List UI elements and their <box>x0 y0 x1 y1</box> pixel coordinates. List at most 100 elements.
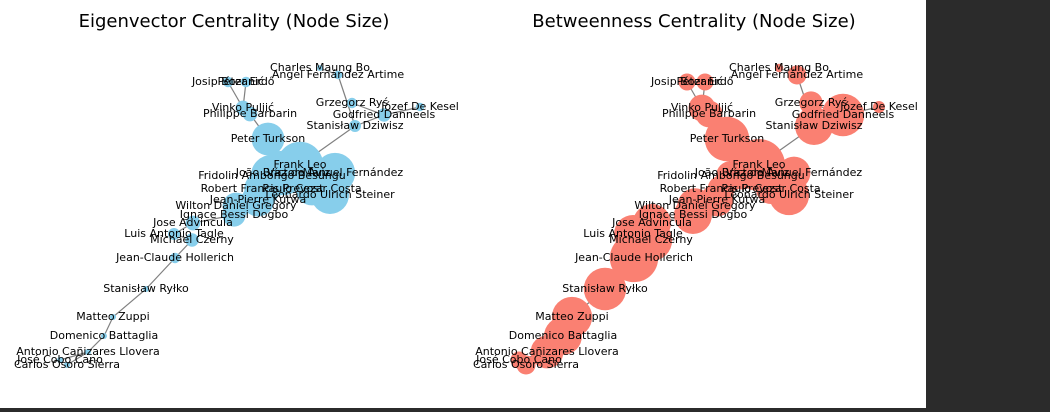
node-label: Antonio Cañizares Llovera <box>475 345 619 358</box>
node-label: Charles Maung Bo <box>270 61 370 74</box>
node-label: Antonio Cañizares Llovera <box>16 345 160 358</box>
node <box>774 63 784 73</box>
node <box>795 107 833 145</box>
node-label: Peter Turkson <box>231 132 305 145</box>
node-label: Jean-Claude Hollerich <box>115 251 234 264</box>
node <box>768 174 810 216</box>
node <box>530 335 564 369</box>
node-label: Vinko Puljić <box>212 101 274 114</box>
node-label: Frank Leo <box>273 158 326 171</box>
node-label: Jose Advincula <box>152 216 233 229</box>
node-label: Józef De Kesel <box>839 100 918 113</box>
node <box>674 196 712 234</box>
edge <box>337 74 356 127</box>
node-label: Josip Bozanić <box>191 75 264 88</box>
node <box>57 357 63 363</box>
node-label: Luis Antonio Tagle <box>124 227 224 240</box>
node-label: Ignace Bessi Dogbo <box>639 208 748 221</box>
node <box>222 203 246 227</box>
node-label: Godfried Danneels <box>792 108 895 121</box>
node <box>143 286 149 292</box>
node-label: Michael Czerny <box>150 233 234 246</box>
node-label: Jean-Pierre Kutwa <box>209 193 306 206</box>
node-label: Matteo Zuppi <box>76 310 149 323</box>
node-label: Wilton Daniel Gregory <box>175 199 297 212</box>
node <box>873 101 885 113</box>
node-label: Grzegorz Ryś <box>316 96 389 109</box>
edge <box>145 257 176 290</box>
node-label: Paulo Cezar Costa <box>721 182 820 195</box>
node <box>222 76 234 88</box>
node <box>241 183 275 217</box>
node <box>240 76 252 88</box>
node-label: Philippe Barbarin <box>662 107 756 120</box>
node-label: Luis Antonio Tagle <box>583 227 683 240</box>
node-label: João Braz de Aviz <box>694 166 790 179</box>
node <box>415 102 425 112</box>
node <box>787 65 807 85</box>
node-label: Víctor Manuel Fernández <box>267 166 403 179</box>
node <box>169 252 181 264</box>
node-label: Jean-Claude Hollerich <box>574 251 693 264</box>
node <box>696 73 714 91</box>
node <box>311 176 349 214</box>
edge <box>59 351 89 361</box>
node-label: Domenico Battaglia <box>509 329 617 342</box>
node-label: Domenico Battaglia <box>50 329 158 342</box>
node-label: João Braz de Aviz <box>235 166 331 179</box>
node-label: Stanisław Dziwisz <box>765 119 862 132</box>
node-label: Godfried Danneels <box>333 108 436 121</box>
node-label: Stanisław Ryłko <box>103 282 189 295</box>
node-label: Jose Advincula <box>611 216 692 229</box>
node-label: José Cobo Cano <box>475 353 562 366</box>
node-label: Stanisław Dziwisz <box>306 119 403 132</box>
node <box>64 362 70 368</box>
node-label: Matteo Zuppi <box>535 310 608 323</box>
node-label: Angel Fernández Artime <box>272 68 404 81</box>
node-label: Carlos Osoro Sierra <box>14 358 120 371</box>
node <box>251 122 285 156</box>
node-label: Angel Fernández Artime <box>731 68 863 81</box>
node-label: Fridolin Ambongo Besungu <box>198 169 345 182</box>
node <box>678 73 696 91</box>
node-label: Robert Francis Prevost <box>660 182 784 195</box>
node-label: Leonardo Ulrich Steiner <box>724 188 854 201</box>
node-label: Grzegorz Ryś <box>775 96 848 109</box>
node <box>242 106 258 122</box>
node <box>85 349 91 355</box>
node-label: Carlos Osoro Sierra <box>473 358 579 371</box>
node-label: Frank Leo <box>732 158 785 171</box>
node <box>333 70 343 80</box>
edge <box>103 316 114 337</box>
panel-title: Betweenness Centrality (Node Size) <box>532 11 855 32</box>
node-label: Jean-Pierre Kutwa <box>668 193 765 206</box>
node <box>317 65 323 71</box>
node-label: Robert Francis Prevost <box>201 182 325 195</box>
node-label: Péter Erdő <box>676 75 733 88</box>
node-label: Philippe Barbarin <box>203 107 297 120</box>
node-label: Charles Maung Bo <box>729 61 829 74</box>
node <box>346 97 358 109</box>
node <box>110 314 116 320</box>
node-label: Peter Turkson <box>690 132 764 145</box>
node <box>185 233 199 247</box>
node-label: Leonardo Ulrich Steiner <box>265 188 395 201</box>
node <box>516 355 536 375</box>
node <box>185 215 201 231</box>
panel-eigenvector: Eigenvector Centrality (Node Size) Charle… <box>14 11 459 371</box>
panel-title: Eigenvector Centrality (Node Size) <box>79 11 390 32</box>
node-label: Paulo Cezar Costa <box>262 182 361 195</box>
node-label: Víctor Manuel Fernández <box>726 166 862 179</box>
node <box>349 120 361 132</box>
node-label: Michael Czerny <box>609 233 693 246</box>
node <box>609 233 659 283</box>
node <box>377 108 391 122</box>
node-label: Vinko Puljić <box>671 101 733 114</box>
panel-betweenness: Betweenness Centrality (Node Size) Charle… <box>473 11 918 375</box>
edge <box>112 288 147 318</box>
node-label: Péter Erdő <box>217 75 274 88</box>
node-label: Josip Bozanić <box>650 75 723 88</box>
node-label: José Cobo Cano <box>16 353 103 366</box>
node-label: Wilton Daniel Gregory <box>634 199 756 212</box>
